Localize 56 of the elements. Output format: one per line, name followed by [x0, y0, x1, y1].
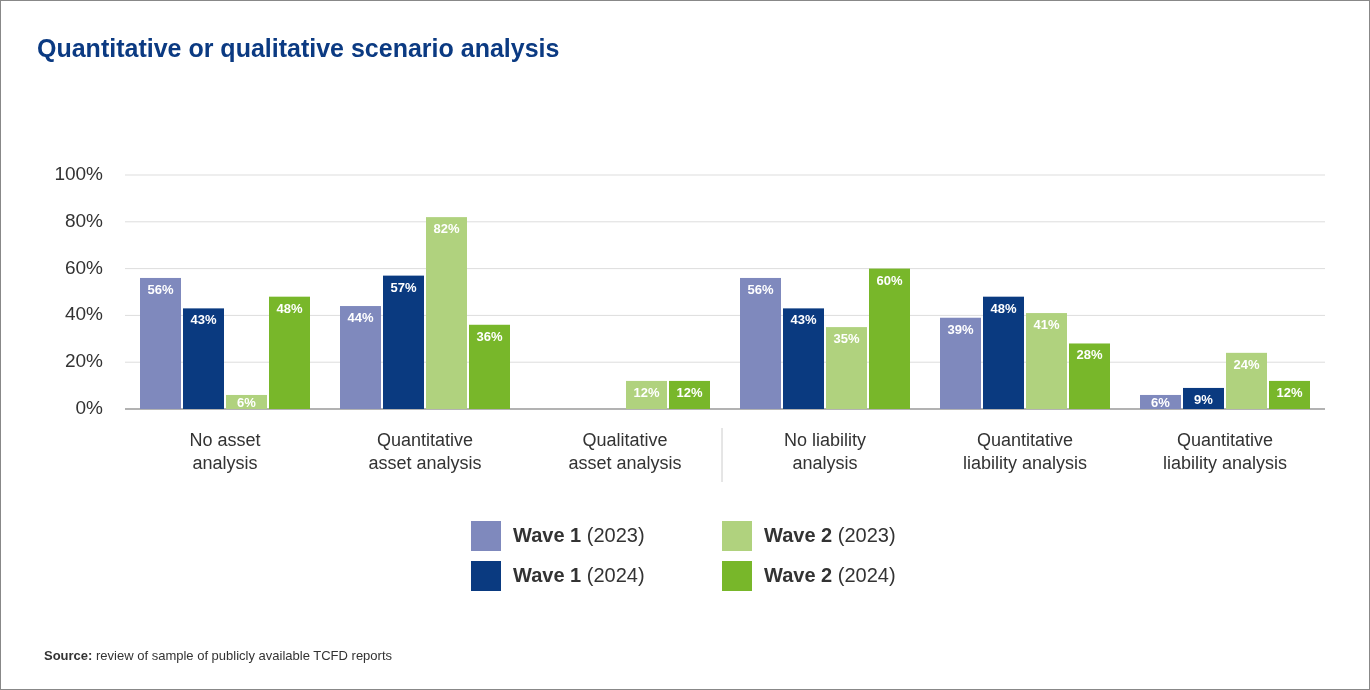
bar	[469, 324, 510, 409]
data-label: 6%	[237, 395, 257, 410]
bar	[269, 296, 310, 409]
y-tick-label: 0%	[75, 397, 104, 419]
data-label: 12%	[633, 384, 660, 400]
bar	[826, 327, 867, 409]
data-label: 12%	[1276, 384, 1303, 400]
legend-label: Wave 1 (2023)	[513, 524, 645, 547]
legend-label: Wave 1 (2024)	[513, 564, 645, 587]
bar	[140, 277, 181, 409]
y-tick-label: 40%	[64, 303, 104, 325]
data-label: 56%	[147, 281, 174, 297]
data-label: 6%	[1151, 395, 1171, 410]
bar	[426, 217, 467, 409]
source-note: Source: review of sample of publicly available TCFD reports	[44, 648, 393, 663]
data-label: 9%	[1194, 391, 1214, 407]
y-tick-label: 80%	[64, 209, 104, 231]
x-tick-label: Quantitative liability analysis	[962, 430, 1088, 473]
bar	[383, 275, 424, 409]
data-label: 28%	[1076, 347, 1103, 363]
data-label: 82%	[433, 221, 460, 237]
bar	[869, 268, 910, 409]
data-label: 35%	[833, 331, 860, 347]
data-label: 60%	[876, 272, 903, 288]
data-label: 39%	[947, 321, 974, 337]
bar	[783, 308, 824, 409]
bar	[1069, 343, 1110, 409]
data-label: 48%	[990, 300, 1017, 316]
data-label: 24%	[1233, 356, 1260, 372]
y-tick-label: 20%	[64, 350, 104, 372]
data-label: 36%	[476, 328, 503, 344]
data-label: 56%	[747, 281, 774, 297]
y-tick-label: 100%	[54, 163, 104, 185]
legend-label: Wave 2 (2023)	[764, 524, 896, 547]
data-label: 44%	[347, 310, 374, 326]
bar	[983, 296, 1024, 409]
bar	[940, 317, 981, 409]
x-tick-label: Quantitative liability analysis	[1162, 430, 1288, 473]
data-label: 41%	[1033, 317, 1060, 333]
bar	[183, 308, 224, 409]
bar	[340, 306, 381, 409]
x-tick-label: Qualitative asset analysis	[568, 430, 682, 473]
data-label: 43%	[190, 312, 217, 328]
x-tick-label: Quantitative asset analysis	[368, 430, 482, 473]
y-tick-label: 60%	[64, 256, 104, 278]
legend-label: Wave 2 (2024)	[764, 564, 896, 587]
data-label: 12%	[676, 384, 703, 400]
data-label: 57%	[390, 279, 417, 295]
data-label: 43%	[790, 312, 817, 328]
bar	[1026, 313, 1067, 409]
data-label: 48%	[276, 300, 303, 316]
bar	[1226, 352, 1267, 409]
chart-title: Quantitative or qualitative scenario analysis	[37, 34, 560, 62]
bar	[740, 277, 781, 409]
x-tick-label: No liability analysis	[783, 430, 867, 473]
x-tick-label: No asset analysis	[189, 430, 261, 473]
